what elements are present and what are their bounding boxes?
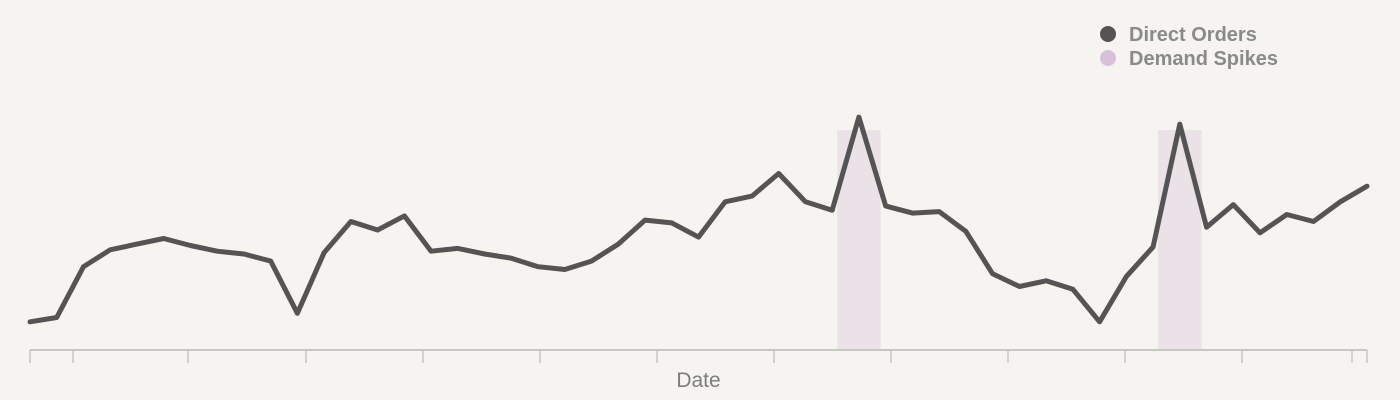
series-layer	[27, 114, 1370, 325]
legend-label-demand-spikes: Demand Spikes	[1129, 48, 1278, 70]
legend: Direct Orders Demand Spikes	[1100, 24, 1278, 70]
legend-item-direct-orders: Direct Orders	[1100, 24, 1257, 46]
legend-swatch-direct-orders	[1100, 26, 1116, 42]
spike-band-layer	[837, 130, 1202, 350]
legend-swatch-demand-spikes	[1100, 50, 1116, 66]
demand-spike-band	[1158, 130, 1202, 350]
legend-item-demand-spikes: Demand Spikes	[1100, 48, 1278, 70]
x-axis-ticks	[29, 350, 1368, 363]
legend-label-direct-orders: Direct Orders	[1129, 24, 1257, 46]
series-line-direct-orders	[27, 114, 1370, 325]
x-axis-label: Date	[676, 369, 720, 392]
